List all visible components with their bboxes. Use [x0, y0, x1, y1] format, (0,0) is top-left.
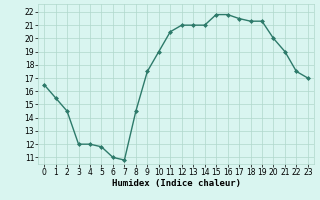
- X-axis label: Humidex (Indice chaleur): Humidex (Indice chaleur): [111, 179, 241, 188]
